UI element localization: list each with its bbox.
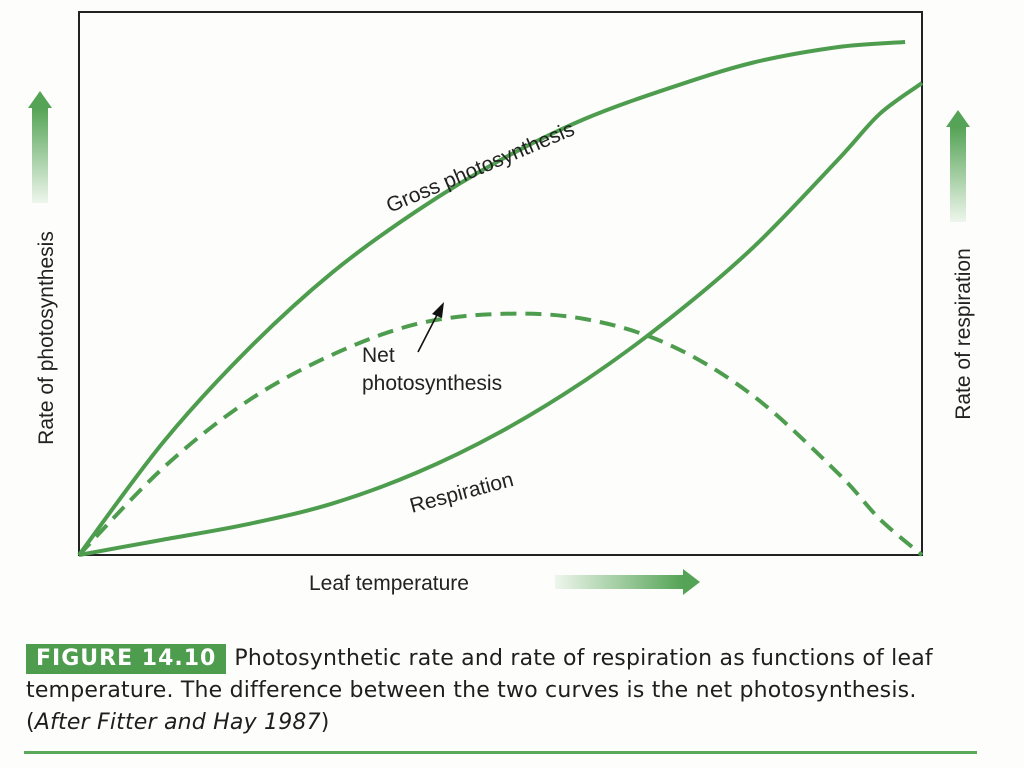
curves-layer [77, 40, 924, 557]
figure-label: FIGURE 14.10 [26, 644, 227, 674]
left-axis-arrow [28, 91, 52, 203]
caption-close: ) [320, 710, 330, 735]
series-1-curve [77, 311, 924, 557]
label-net-photosynthesis: Net photosynthesis [362, 344, 502, 395]
right-axis-arrow [946, 110, 970, 222]
net-annotation-arrowhead [432, 302, 444, 318]
y-axis-label-right: Rate of respiration [952, 248, 975, 420]
x-axis-label: Leaf temperature [309, 572, 469, 595]
plot-frame [78, 11, 923, 556]
bottom-rule [24, 751, 977, 754]
chart: Gross photosynthesis Respiration Net phot… [28, 11, 975, 595]
net-annotation-pointer [417, 312, 439, 353]
series-0-curve [77, 40, 906, 557]
caption-text: Photosynthetic rate and rate of respirat… [26, 646, 933, 735]
x-axis-arrow [555, 569, 700, 595]
series-2-curve [78, 81, 924, 557]
label-gross-photosynthesis: Gross photosynthesis [383, 118, 578, 218]
figure-caption: FIGURE 14.10 Photosynthetic rate and rate… [26, 643, 986, 739]
caption-source: After Fitter and Hay 1987 [34, 710, 321, 735]
label-respiration: Respiration [407, 468, 516, 518]
y-axis-label-left: Rate of photosynthesis [35, 231, 58, 445]
